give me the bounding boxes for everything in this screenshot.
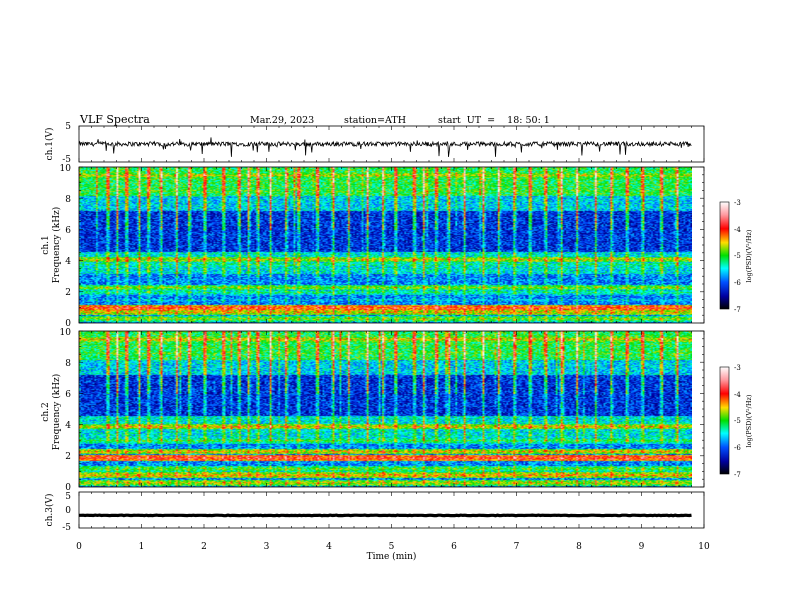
x-axis-label: Time (min): [367, 551, 417, 562]
ch2-colorbar-label: log(PSD)(V²/Hz): [745, 394, 753, 447]
ch2-spectrogram-panel: 0 2 4 6 8 10 ch.2 Frequency (kHz) -3 -4 …: [41, 328, 753, 493]
ch2-freq-tick-6: 6: [65, 390, 71, 400]
ch2-spectrogram-image: [79, 331, 692, 487]
ch3-waveform-panel: 5 0 -5 ch.3(V): [44, 491, 705, 533]
x-tick-3: 3: [264, 542, 270, 552]
date-label: Mar.29, 2023: [250, 115, 314, 126]
ch2-cb-tick-m3: -3: [734, 364, 741, 372]
ch1-freq-tick-2: 2: [65, 288, 71, 298]
ch1-spectrogram-panel: 0 2 4 6 8 10 ch.1 Frequency (kHz) -3 -4 …: [41, 164, 753, 329]
ch2-cb-tick-m5: -5: [734, 417, 741, 425]
x-tick-8: 8: [576, 542, 582, 552]
ch1-ytick-top: 5: [65, 122, 71, 132]
x-tick-10: 10: [698, 542, 710, 552]
ch2-freq-tick-2: 2: [65, 452, 71, 462]
ch1-ylabel: ch.1(V): [44, 128, 55, 161]
ch1-freq-tick-0: 0: [65, 319, 71, 329]
ch2-cb-tick-m4: -4: [734, 391, 741, 399]
ch2-cb-tick-m6: -6: [734, 444, 741, 452]
ch1-ytick-bottom: -5: [62, 155, 71, 165]
start-ut-label: start UT = 18: 50: 1: [438, 115, 550, 126]
axis-ticks: [78, 126, 705, 528]
ch2-freq-tick-4: 4: [65, 421, 71, 431]
ch2-freq-tick-0: 0: [65, 483, 71, 493]
ch1-freq-tick-6: 6: [65, 226, 71, 236]
x-tick-7: 7: [514, 542, 520, 552]
x-tick-6: 6: [451, 542, 457, 552]
ch3-ytick-mid: 0: [65, 506, 71, 516]
ch1-waveform-panel: 5 -5 ch.1(V): [44, 122, 705, 165]
x-tick-4: 4: [326, 542, 332, 552]
ch1-colorbar-label: log(PSD)(V²/Hz): [745, 229, 753, 282]
ch1-cb-tick-m6: -6: [734, 279, 741, 287]
ch3-ylabel: ch.3(V): [44, 494, 55, 527]
x-tick-1: 1: [139, 542, 145, 552]
ch1-freq-tick-10: 10: [60, 164, 72, 174]
ch1-waveform-line: [78, 137, 692, 157]
ch1-freq-label: Frequency (kHz): [51, 207, 62, 284]
ch2-cb-tick-m7: -7: [734, 471, 741, 479]
x-tick-9: 9: [639, 542, 645, 552]
x-tick-5: 5: [389, 542, 395, 552]
ch1-cb-tick-m4: -4: [734, 226, 741, 234]
ch3-waveform-frame: [78, 491, 705, 529]
ch1-spectrogram-image: [79, 167, 692, 323]
ch2-colorbar: [719, 366, 730, 475]
x-axis: 0 1 2 3 4 5 6 7 8 9 10 Time (min): [76, 542, 710, 562]
station-label: station=ATH: [344, 115, 406, 126]
ch1-cb-tick-m7: -7: [734, 306, 741, 314]
ch2-freq-tick-10: 10: [60, 328, 72, 338]
ch1-colorbar: [719, 201, 730, 310]
ch1-cb-tick-m5: -5: [734, 252, 741, 260]
ch3-ytick-bottom: -5: [62, 523, 71, 533]
ch2-freq-label: Frequency (kHz): [51, 374, 62, 451]
ch3-ytick-top: 5: [65, 492, 71, 502]
ch1-freq-tick-4: 4: [65, 257, 71, 267]
ch1-channel-label: ch.1: [41, 235, 51, 254]
ch3-waveform-line: [79, 513, 692, 518]
ch2-freq-tick-8: 8: [65, 359, 71, 369]
ch1-freq-tick-8: 8: [65, 195, 71, 205]
ch1-cb-tick-m3: -3: [734, 199, 741, 207]
x-tick-2: 2: [201, 542, 207, 552]
figure-title: VLF Spectra: [79, 113, 150, 126]
ch2-channel-label: ch.2: [41, 402, 51, 421]
x-tick-0: 0: [76, 542, 82, 552]
